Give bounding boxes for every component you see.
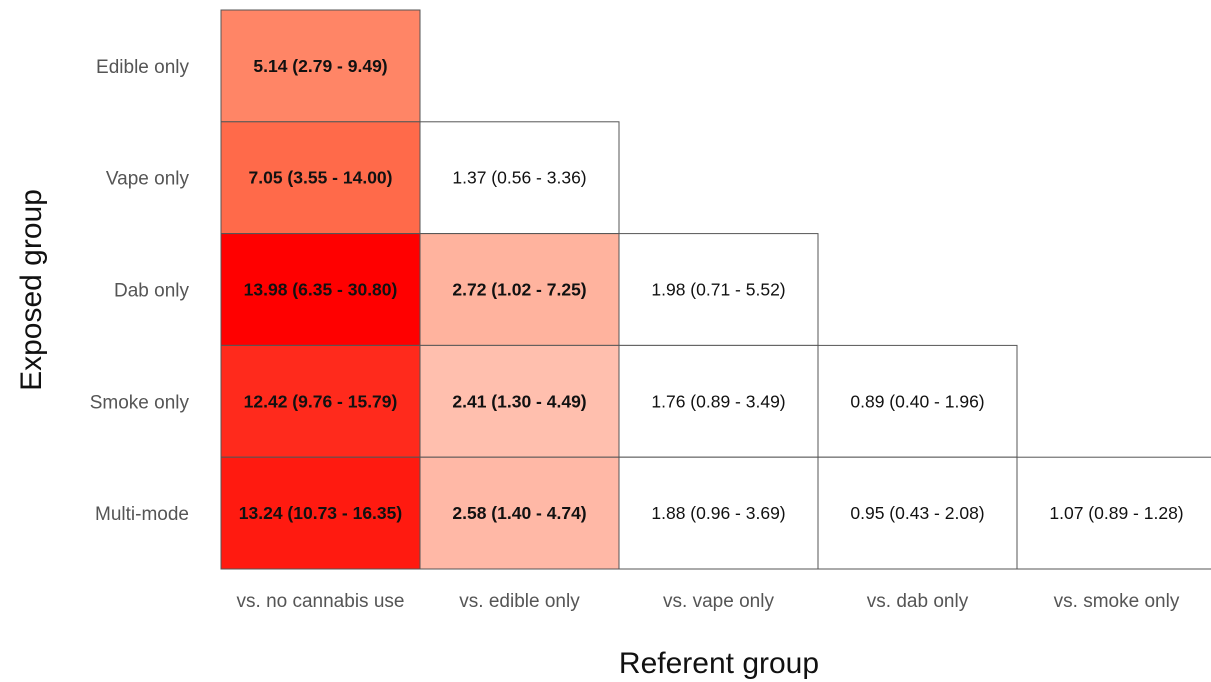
row-label: Dab only <box>114 281 189 302</box>
heatmap-cell <box>817 344 1018 458</box>
column-label: vs. no cannabis use <box>237 591 405 612</box>
cell-value-label: 13.24 (10.73 - 16.35) <box>239 503 402 523</box>
cell-value-label: 1.88 (0.96 - 3.69) <box>651 503 785 523</box>
heatmap-cell <box>419 121 620 235</box>
row-label: Vape only <box>106 169 190 190</box>
y-tick-labels: Edible only Vape only Dab only Smoke only Mu… <box>90 57 190 525</box>
heatmap-cell <box>618 233 819 346</box>
cell-value-label: 7.05 (3.55 - 14.00) <box>249 168 393 188</box>
x-axis-title: Referent group <box>619 647 819 680</box>
cell-value-label: 12.42 (9.76 - 15.79) <box>244 391 398 411</box>
y-axis-title: Exposed group <box>15 189 48 391</box>
column-label: vs. dab only <box>867 591 969 612</box>
heatmap-cell <box>817 456 1018 570</box>
heatmap-cell <box>220 121 421 235</box>
cell-value-label: 1.76 (0.89 - 3.49) <box>651 391 785 411</box>
heatmap-cell <box>419 456 620 570</box>
cell-value-label: 1.98 (0.71 - 5.52) <box>651 280 785 300</box>
x-tick-labels: vs. no cannabis use vs. edible only vs. va… <box>237 591 1180 612</box>
heatmap-cell <box>419 233 620 346</box>
cell-value-label: 2.58 (1.40 - 4.74) <box>452 503 586 523</box>
cell-value-label: 0.89 (0.40 - 1.96) <box>850 391 984 411</box>
heatmap-cell <box>419 344 620 458</box>
cell-value-label: 1.37 (0.56 - 3.36) <box>452 168 586 188</box>
cell-value-label: 13.98 (6.35 - 30.80) <box>244 280 398 300</box>
heatmap-cell <box>220 9 421 123</box>
heatmap-cells <box>220 9 1211 570</box>
cell-value-label: 1.07 (0.89 - 1.28) <box>1049 503 1183 523</box>
cell-value-label: 2.41 (1.30 - 4.49) <box>452 391 586 411</box>
column-label: vs. smoke only <box>1054 591 1180 612</box>
column-label: vs. edible only <box>459 591 580 612</box>
row-label: Edible only <box>96 57 189 78</box>
heatmap-cell <box>220 233 421 346</box>
cell-value-label: 2.72 (1.02 - 7.25) <box>452 280 586 300</box>
heatmap-cell-labels: 5.14 (2.79 - 9.49) 7.05 (3.55 - 14.00) 1.3… <box>239 56 1184 523</box>
heatmap-cell <box>1016 456 1211 570</box>
row-label: Multi-mode <box>95 504 189 525</box>
row-label: Smoke only <box>90 392 190 413</box>
heatmap-cell <box>618 456 819 570</box>
cell-value-label: 0.95 (0.43 - 2.08) <box>850 503 984 523</box>
column-label: vs. vape only <box>663 591 774 612</box>
cell-value-label: 5.14 (2.79 - 9.49) <box>253 56 387 76</box>
